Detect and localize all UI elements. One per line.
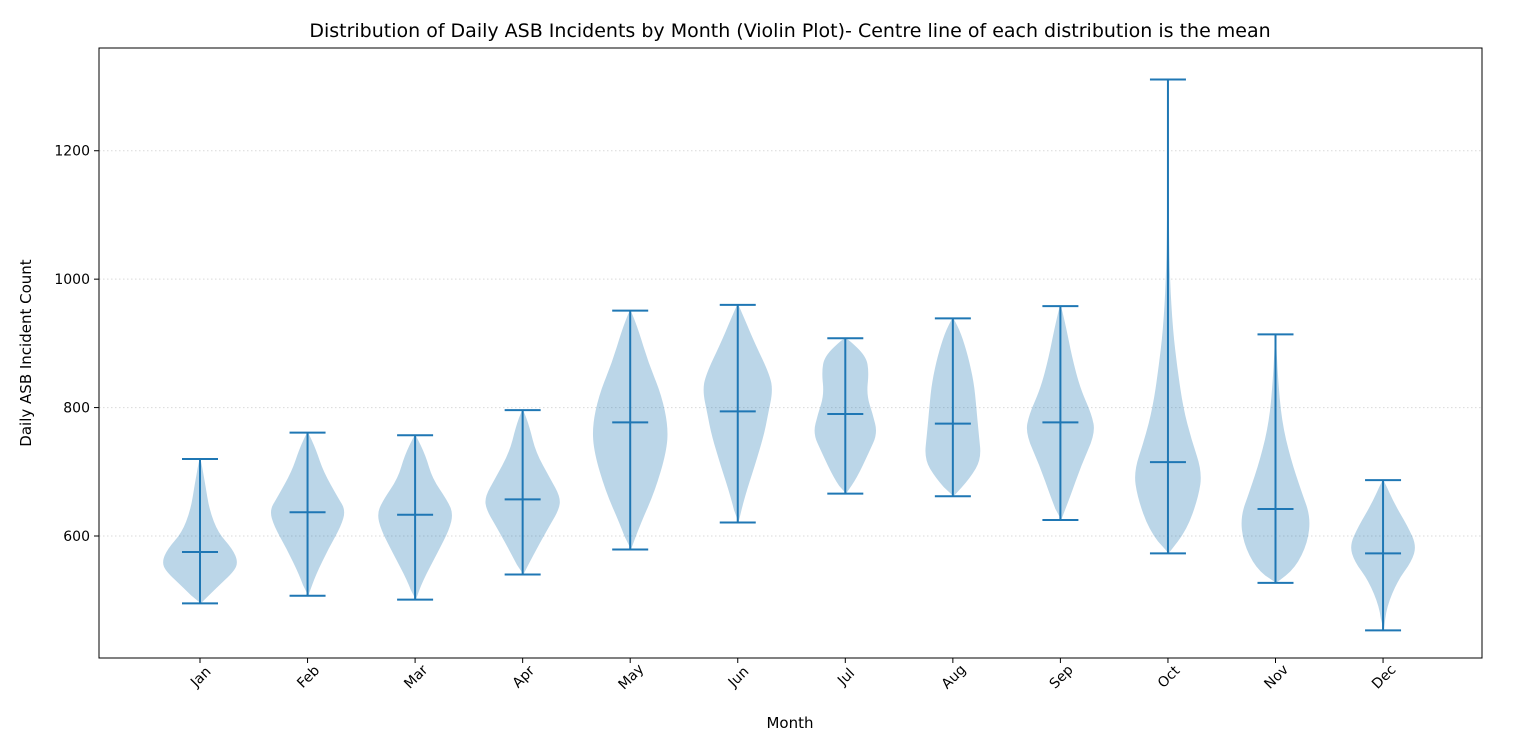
violin-dec	[1351, 479, 1415, 632]
y-axis-label: Daily ASB Incident Count	[17, 259, 35, 446]
x-tick-label-dec: Dec	[1369, 662, 1399, 692]
chart-title: Distribution of Daily ASB Incidents by M…	[309, 20, 1270, 42]
x-tick-label-nov: Nov	[1261, 662, 1292, 693]
x-tick-label-may: May	[615, 661, 647, 693]
x-tick-label-oct: Oct	[1155, 663, 1184, 692]
x-tick-label-feb: Feb	[294, 663, 323, 692]
violin-jul	[814, 337, 877, 495]
x-tick-label-aug: Aug	[939, 662, 970, 693]
y-tick-label: 1000	[54, 272, 90, 288]
violins-layer	[163, 78, 1415, 632]
x-tick-label-jun: Jun	[725, 664, 752, 691]
violin-aug	[925, 317, 981, 498]
x-tick-label-mar: Mar	[401, 662, 431, 692]
y-tick-label: 600	[63, 529, 90, 545]
grid-layer	[99, 150, 1482, 537]
violin-apr	[485, 409, 560, 576]
x-axis-label: Month	[766, 714, 813, 732]
violin-jan	[163, 457, 237, 605]
violin-oct	[1135, 78, 1201, 555]
y-tick-label: 800	[63, 401, 90, 417]
plot-frame	[98, 47, 1483, 659]
x-tick-label-jan: Jan	[187, 664, 214, 691]
violin-feb	[270, 431, 345, 597]
x-tick-label-apr: Apr	[510, 663, 539, 692]
violin-jun	[703, 303, 772, 524]
violin-may	[592, 309, 668, 551]
y-tick-label: 1200	[54, 144, 90, 160]
violin-nov	[1241, 333, 1310, 584]
violin-sep	[1026, 305, 1094, 521]
x-tick-label-jul: Jul	[834, 666, 858, 690]
violin-mar	[378, 434, 452, 601]
x-tick-label-sep: Sep	[1047, 662, 1077, 692]
